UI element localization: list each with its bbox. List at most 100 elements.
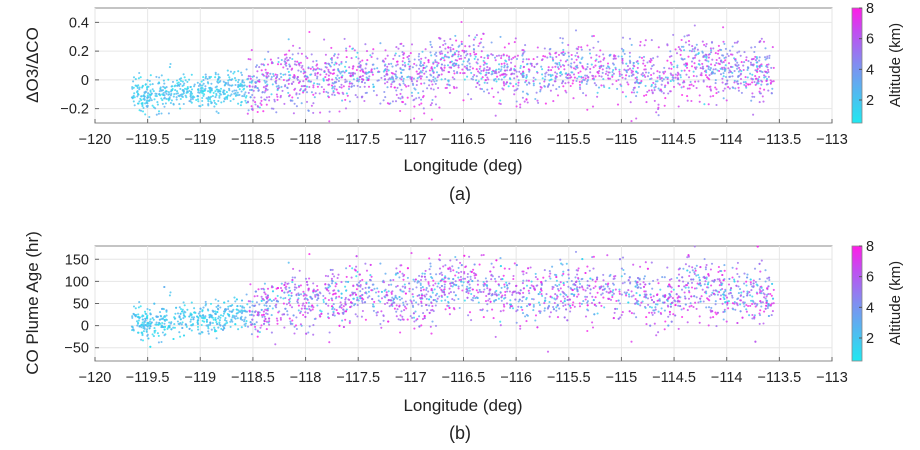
scatter-point bbox=[197, 100, 200, 103]
scatter-point bbox=[402, 278, 405, 281]
scatter-point bbox=[297, 285, 301, 288]
scatter-point bbox=[393, 54, 396, 57]
scatter-point bbox=[351, 82, 354, 85]
scatter-point bbox=[486, 57, 490, 60]
scatter-point bbox=[353, 72, 357, 75]
scatter-point bbox=[676, 74, 679, 77]
scatter-point bbox=[548, 275, 551, 278]
scatter-point bbox=[544, 55, 547, 58]
scatter-point bbox=[525, 284, 529, 287]
scatter-point bbox=[418, 315, 421, 318]
scatter-point bbox=[359, 64, 362, 67]
scatter-point bbox=[199, 87, 202, 90]
scatter-point bbox=[629, 60, 632, 63]
scatter-point bbox=[558, 283, 561, 286]
scatter-point bbox=[740, 291, 743, 294]
scatter-point bbox=[276, 300, 280, 303]
scatter-point bbox=[333, 314, 336, 317]
scatter-point bbox=[482, 253, 485, 257]
scatter-point bbox=[250, 333, 253, 336]
scatter-point bbox=[332, 310, 335, 313]
scatter-point bbox=[601, 292, 604, 295]
scatter-point bbox=[460, 270, 463, 273]
scatter-point bbox=[591, 295, 594, 298]
scatter-point bbox=[141, 321, 144, 324]
scatter-point bbox=[536, 46, 539, 49]
scatter-point bbox=[363, 301, 366, 304]
scatter-point bbox=[423, 82, 426, 85]
scatter-point bbox=[652, 81, 655, 84]
scatter-point bbox=[386, 65, 389, 68]
scatter-point bbox=[755, 57, 759, 60]
scatter-point bbox=[217, 315, 220, 318]
scatter-point bbox=[600, 75, 603, 78]
scatter-point bbox=[168, 93, 171, 96]
scatter-point bbox=[636, 276, 640, 280]
scatter-point bbox=[243, 84, 246, 87]
scatter-point bbox=[408, 60, 411, 63]
scatter-point bbox=[169, 291, 172, 294]
scatter-point bbox=[324, 76, 327, 79]
scatter-point bbox=[516, 54, 519, 57]
y-tick-label: 0 bbox=[81, 73, 89, 89]
scatter-point bbox=[443, 280, 446, 283]
scatter-point bbox=[756, 292, 759, 295]
scatter-point bbox=[736, 261, 739, 264]
scatter-point bbox=[275, 93, 278, 96]
scatter-point bbox=[758, 59, 761, 62]
scatter-point bbox=[508, 69, 511, 72]
scatter-point bbox=[712, 289, 715, 292]
scatter-point bbox=[722, 75, 725, 78]
scatter-point bbox=[197, 312, 200, 315]
scatter-point bbox=[663, 328, 666, 331]
scatter-point bbox=[408, 54, 411, 57]
scatter-point bbox=[399, 67, 402, 71]
scatter-point bbox=[754, 59, 757, 62]
scatter-point bbox=[574, 276, 577, 279]
scatter-point bbox=[727, 283, 731, 286]
scatter-point bbox=[635, 316, 638, 319]
scatter-point bbox=[217, 73, 220, 76]
scatter-point bbox=[477, 80, 480, 83]
scatter-point bbox=[499, 35, 502, 38]
x-tick-label: −117.5 bbox=[336, 132, 380, 148]
scatter-point bbox=[438, 254, 441, 257]
scatter-point bbox=[586, 308, 589, 311]
scatter-point bbox=[141, 85, 144, 88]
scatter-point bbox=[305, 301, 308, 304]
scatter-point bbox=[723, 269, 726, 272]
scatter-point bbox=[392, 301, 395, 304]
scatter-point bbox=[413, 320, 416, 323]
scatter-point bbox=[632, 294, 635, 297]
scatter-point bbox=[316, 288, 319, 291]
scatter-point bbox=[502, 309, 505, 312]
scatter-point bbox=[759, 270, 762, 273]
scatter-point bbox=[285, 64, 288, 67]
scatter-point bbox=[189, 320, 192, 323]
scatter-point bbox=[443, 64, 446, 67]
scatter-point bbox=[634, 76, 637, 80]
scatter-point bbox=[684, 263, 687, 266]
scatter-point bbox=[679, 74, 682, 77]
scatter-point bbox=[624, 77, 627, 80]
scatter-point bbox=[428, 69, 431, 72]
scatter-point bbox=[183, 304, 186, 307]
scatter-point bbox=[766, 66, 769, 69]
scatter-point bbox=[762, 40, 766, 43]
scatter-point bbox=[643, 290, 646, 293]
scatter-point bbox=[612, 292, 615, 295]
scatter-point bbox=[734, 87, 737, 90]
scatter-point bbox=[676, 66, 679, 69]
scatter-point bbox=[636, 91, 639, 94]
scatter-point bbox=[765, 77, 769, 80]
scatter-point bbox=[299, 61, 302, 64]
scatter-point bbox=[297, 304, 300, 307]
scatter-point bbox=[644, 75, 647, 78]
scatter-point bbox=[666, 43, 669, 46]
scatter-point bbox=[413, 58, 416, 61]
scatter-point bbox=[735, 80, 738, 83]
scatter-point bbox=[504, 294, 507, 297]
scatter-point bbox=[417, 280, 421, 283]
scatter-point bbox=[191, 324, 194, 327]
scatter-point bbox=[432, 78, 435, 81]
